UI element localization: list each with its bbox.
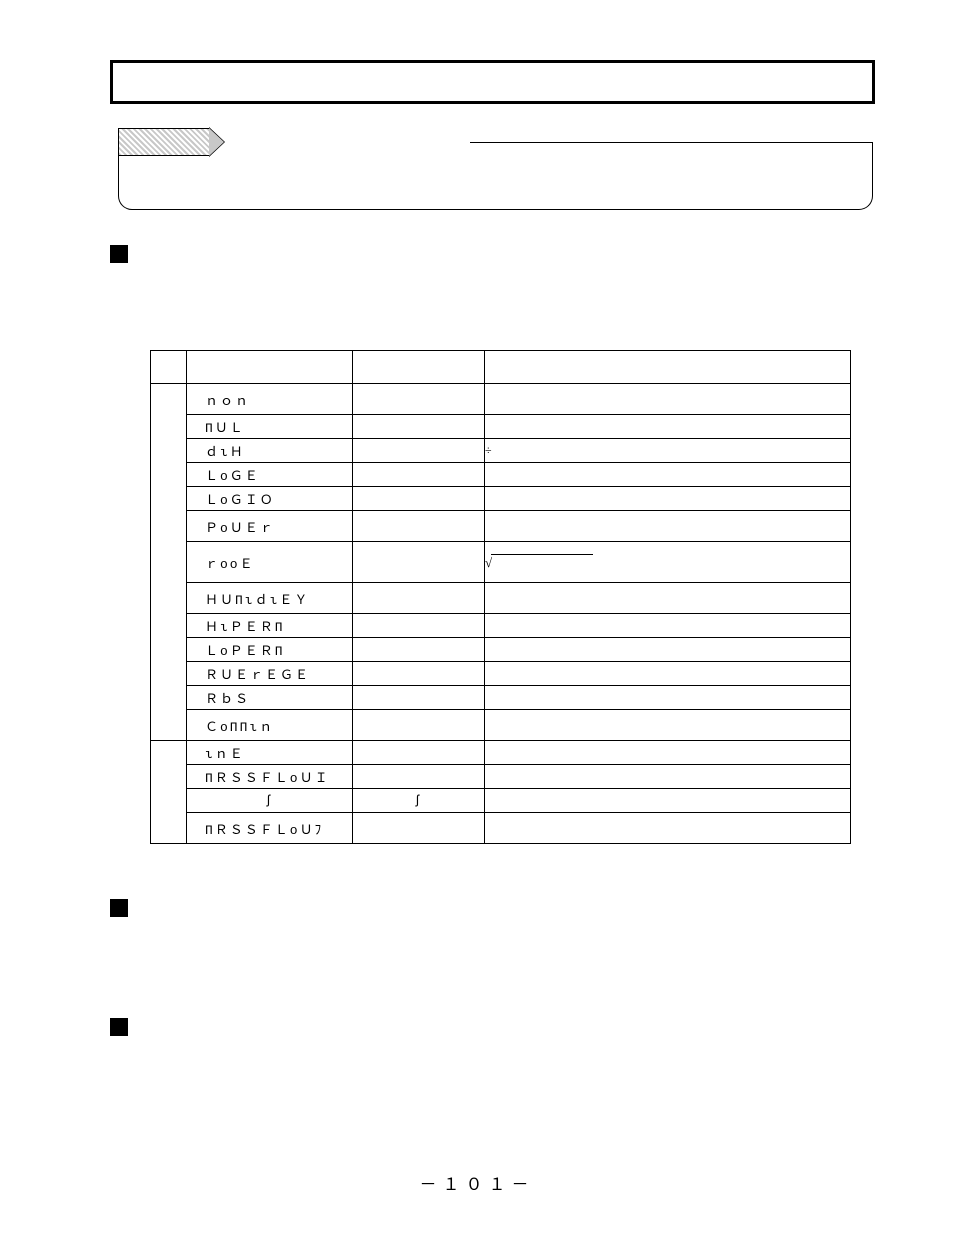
pointer-tag [118, 128, 226, 156]
seg-cell: ιｎＥ [187, 741, 353, 765]
cell [353, 638, 485, 662]
group-cell-0 [151, 384, 187, 741]
cell [353, 439, 485, 463]
table-row: ｄιＨ ÷ [151, 439, 851, 463]
seg-cell: ＲｂＳ [187, 686, 353, 710]
cell [353, 463, 485, 487]
th-col4 [485, 351, 851, 384]
cell [353, 511, 485, 542]
cell [485, 638, 851, 662]
cell [353, 813, 485, 844]
seg-cell: ＬоＧＩＯ [187, 487, 353, 511]
table-row: ʃ ʃ [151, 789, 851, 813]
title-bar [110, 60, 875, 104]
seg-cell: ʃ [187, 789, 353, 813]
table-row: ＲｂＳ [151, 686, 851, 710]
th-col3 [353, 351, 485, 384]
cell [485, 463, 851, 487]
table-row: ＨιＰＥＲΠ [151, 614, 851, 638]
cell [353, 487, 485, 511]
table-row: ＣоΠΠιｎ [151, 710, 851, 741]
seg-cell: ΠＲＳＳＦＬоＵＩ [187, 765, 353, 789]
seg-cell: ＬоＰＥＲΠ [187, 638, 353, 662]
table-row: ＬоＧＥ [151, 463, 851, 487]
section-bullet-2 [110, 899, 128, 917]
cell [353, 741, 485, 765]
seg-cell: ｒооＥ [187, 542, 353, 583]
cell [485, 710, 851, 741]
cell [353, 686, 485, 710]
cell [485, 614, 851, 638]
table-row: ΠＲＳＳＦＬоＵﾌ [151, 813, 851, 844]
seg-cell: ｄιＨ [187, 439, 353, 463]
cell [353, 710, 485, 741]
callout-box [118, 142, 873, 210]
th-group [151, 351, 187, 384]
table-row: ＬоＰＥＲΠ [151, 638, 851, 662]
seg-cell: ＨＵΠιｄιＥＹ [187, 583, 353, 614]
cell [353, 583, 485, 614]
seg-cell: ｎｏｎ [187, 384, 353, 415]
cell [353, 384, 485, 415]
table-row: ＰоＵＥｒ [151, 511, 851, 542]
cell [485, 511, 851, 542]
table-row: ＨＵΠιｄιＥＹ [151, 583, 851, 614]
table-row: ｎｏｎ [151, 384, 851, 415]
cell [485, 741, 851, 765]
seg-cell: ＨιＰＥＲΠ [187, 614, 353, 638]
table-row: ΠＲＳＳＦＬоＵＩ [151, 765, 851, 789]
seg-cell: ΠＲＳＳＦＬоＵﾌ [187, 813, 353, 844]
table-row: ιｎＥ [151, 741, 851, 765]
table-body: ｎｏｎ ΠＵＬ ｄιＨ ÷ ＬоＧＥ ＬоＧＩＯ [151, 384, 851, 844]
group-cell-1 [151, 741, 187, 844]
seg-cell: ΠＵＬ [187, 415, 353, 439]
seg-cell: ＣоΠΠιｎ [187, 710, 353, 741]
cell [353, 614, 485, 638]
seg-cell: ＰоＵＥｒ [187, 511, 353, 542]
table-row: ＲＵＥｒＥＧＥ [151, 662, 851, 686]
cell [485, 487, 851, 511]
cell-sqrt: √ [485, 542, 851, 583]
table-row: ＬоＧＩＯ [151, 487, 851, 511]
seg-cell: ＬоＧＥ [187, 463, 353, 487]
cell: ʃ [353, 789, 485, 813]
cell [485, 686, 851, 710]
cell [485, 583, 851, 614]
cell-divide: ÷ [485, 439, 851, 463]
cell [353, 765, 485, 789]
page-number: －１０１－ [0, 1170, 954, 1196]
section-bullet-3 [110, 1018, 128, 1036]
main-table: ｎｏｎ ΠＵＬ ｄιＨ ÷ ＬоＧＥ ＬоＧＩＯ [150, 350, 851, 844]
cell [485, 662, 851, 686]
table-row: ｒооＥ √ [151, 542, 851, 583]
cell [485, 789, 851, 813]
cell [485, 415, 851, 439]
cell [485, 813, 851, 844]
th-display [187, 351, 353, 384]
page: ｎｏｎ ΠＵＬ ｄιＨ ÷ ＬоＧＥ ＬоＧＩＯ [0, 0, 954, 1235]
seg-cell: ＲＵＥｒＥＧＥ [187, 662, 353, 686]
cell [353, 662, 485, 686]
cell [485, 765, 851, 789]
cell [353, 542, 485, 583]
sqrt-overline [491, 554, 593, 571]
section-bullet-1 [110, 245, 128, 263]
table-row: ΠＵＬ [151, 415, 851, 439]
table-header-row [151, 351, 851, 384]
cell [485, 384, 851, 415]
cell [353, 415, 485, 439]
